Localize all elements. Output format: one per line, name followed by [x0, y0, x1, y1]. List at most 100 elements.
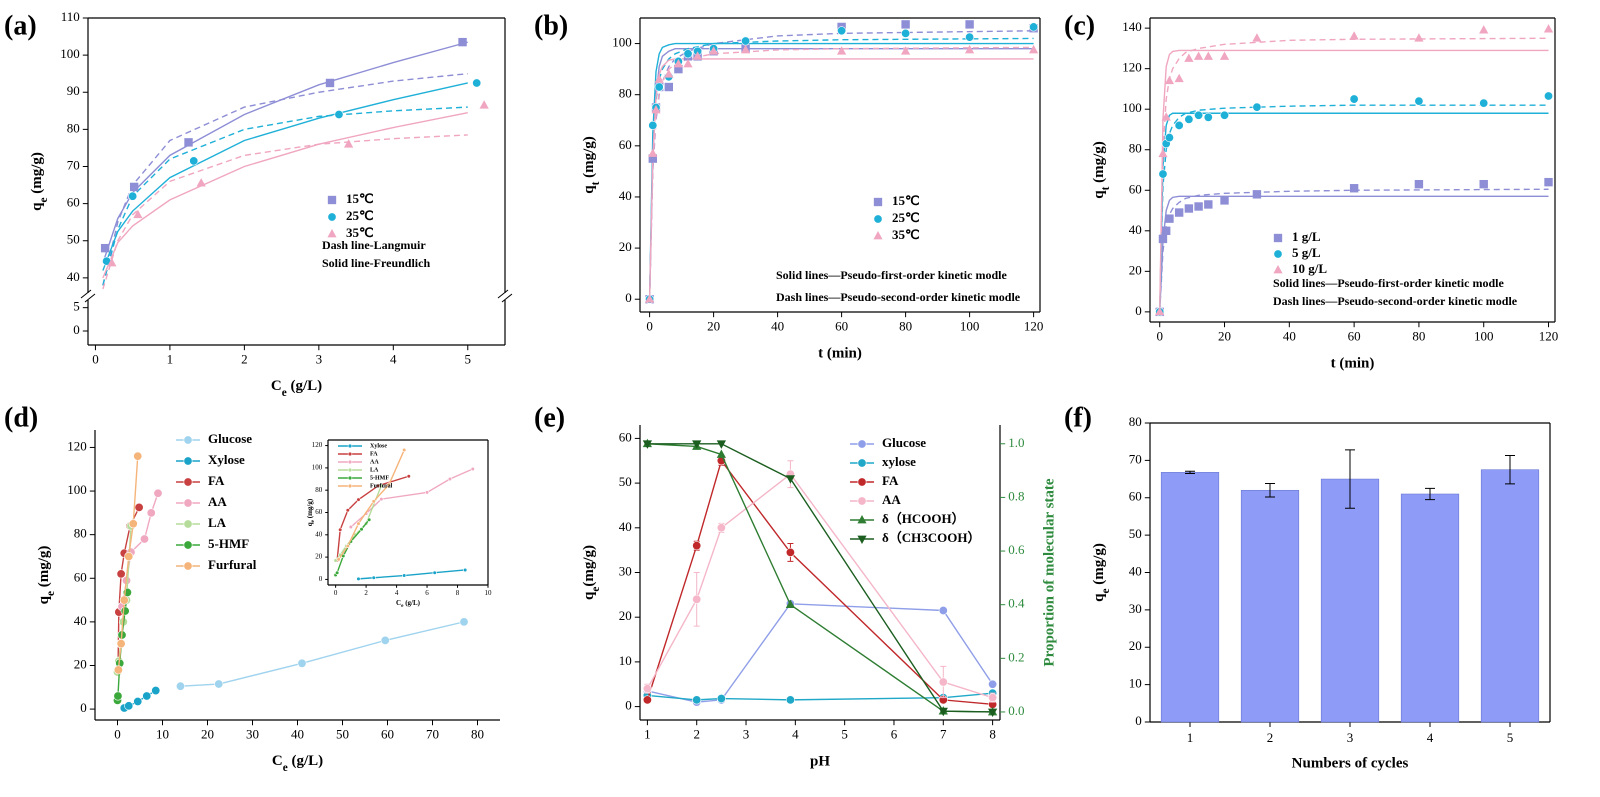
data-point	[129, 182, 139, 192]
data-point	[338, 527, 343, 532]
data-point	[1194, 110, 1204, 120]
axis-label-part: (mg/g)	[581, 545, 597, 587]
legend-marker	[857, 535, 867, 544]
data-point	[1479, 179, 1488, 189]
axis-break-gap	[499, 293, 511, 300]
fit-line	[648, 42, 1034, 300]
data-point	[642, 695, 652, 705]
data-point	[1203, 51, 1213, 60]
x-tick-label: 50	[336, 727, 349, 742]
y-tick-label: 20	[74, 656, 87, 671]
legend-label: xylose	[882, 454, 916, 469]
legend-label: 25℃	[892, 210, 920, 225]
legend-label: 5-HMF	[370, 475, 389, 481]
data-point	[692, 594, 702, 604]
legend-marker	[347, 475, 353, 481]
panel: (c) 0 20 40 60 80 100 120 140 0 20 40 60 80 100 120 1 g/…	[1064, 10, 1558, 371]
legend-label: 35℃	[892, 227, 920, 242]
data-point	[1252, 33, 1262, 42]
data-point	[1174, 208, 1184, 217]
legend-label: 25℃	[346, 208, 374, 223]
legend-label: Glucose	[208, 431, 252, 446]
data-point	[1479, 98, 1489, 108]
data-point	[146, 508, 156, 518]
x-tick-label: 70	[426, 727, 439, 742]
x-tick-label: 2	[1267, 730, 1274, 745]
series-line	[336, 475, 409, 561]
x-tick-label: 8	[989, 727, 996, 742]
legend-label: Furfural	[208, 557, 257, 572]
bar	[1480, 469, 1540, 723]
series-line	[338, 449, 405, 560]
fit-line	[1159, 37, 1549, 312]
x-tick-label: 80	[899, 319, 912, 334]
data-point	[677, 565, 681, 569]
x-tick-label: 2	[693, 727, 700, 742]
data-point	[692, 541, 702, 551]
y-tick-label: 80	[67, 120, 80, 135]
y2-tick-label: 0.0	[1008, 703, 1024, 718]
legend-marker	[183, 498, 193, 508]
x-tick-label: 6	[425, 589, 429, 597]
data-point	[133, 696, 143, 706]
x-tick-label: 8	[456, 589, 460, 597]
data-point	[371, 575, 376, 580]
legend-label: FA	[370, 451, 378, 457]
x-tick-label: 0	[92, 352, 99, 367]
data-point	[359, 527, 364, 532]
legend-marker	[347, 459, 353, 465]
axis-label-part: (mg/g)	[306, 498, 314, 520]
data-point	[1162, 226, 1171, 235]
data-point	[1158, 169, 1168, 179]
data-point	[184, 138, 193, 147]
y-tick-label: 80	[1129, 414, 1142, 429]
axis-label-part: q	[306, 522, 314, 526]
data-point	[100, 243, 110, 253]
legend-label: 5 g/L	[1292, 245, 1321, 260]
y-tick-label: 80	[619, 86, 632, 101]
data-point	[334, 110, 344, 120]
panel-label: (e)	[534, 402, 565, 433]
data-point	[356, 521, 361, 526]
data-point	[1029, 22, 1039, 32]
legend-label: 1 g/L	[1292, 229, 1321, 244]
legend-marker	[327, 212, 337, 222]
data-point	[1349, 94, 1359, 104]
legend-label: FA	[882, 473, 899, 488]
data-point	[356, 576, 361, 581]
axis-label: Ce (g/L)	[271, 378, 322, 398]
y-tick-label: 60	[74, 569, 87, 584]
axis-label-part: q	[36, 595, 52, 604]
x-tick-label: 30	[246, 727, 259, 742]
legend-marker	[183, 477, 193, 487]
y-tick-label: 10	[619, 653, 632, 668]
data-point	[458, 37, 467, 47]
data-point	[1414, 33, 1424, 42]
axis-label-part: (g/L)	[288, 753, 323, 769]
axis-label-part: (mg/g)	[36, 546, 52, 591]
bar	[1240, 489, 1300, 723]
data-point	[1164, 75, 1175, 85]
y-tick-label: 40	[74, 613, 87, 628]
y-tick-label: 0	[1135, 713, 1142, 728]
axis-label-part: C	[272, 753, 283, 769]
data-point	[1204, 200, 1213, 209]
y-tick-label: 90	[67, 83, 80, 98]
data-point	[356, 497, 361, 502]
data-point	[189, 156, 199, 166]
axis-label: qt (mg/g)	[1091, 141, 1111, 199]
data-point	[785, 475, 796, 484]
data-point	[683, 49, 693, 59]
data-point	[651, 104, 661, 114]
panel: (a) 0 5 40 50 60 70 80 90 100 110 0 1 2 3 4 5 15℃ 25℃ 35℃Da…	[4, 9, 513, 399]
data-point	[459, 617, 469, 627]
data-point	[938, 605, 948, 615]
data-point	[648, 120, 658, 130]
data-point	[642, 440, 653, 449]
data-point	[1544, 177, 1553, 187]
data-point	[708, 46, 719, 55]
series-line	[647, 443, 993, 713]
fit-line	[1159, 104, 1549, 312]
y-tick-label: 30	[1129, 601, 1142, 616]
legend-marker	[873, 231, 883, 240]
